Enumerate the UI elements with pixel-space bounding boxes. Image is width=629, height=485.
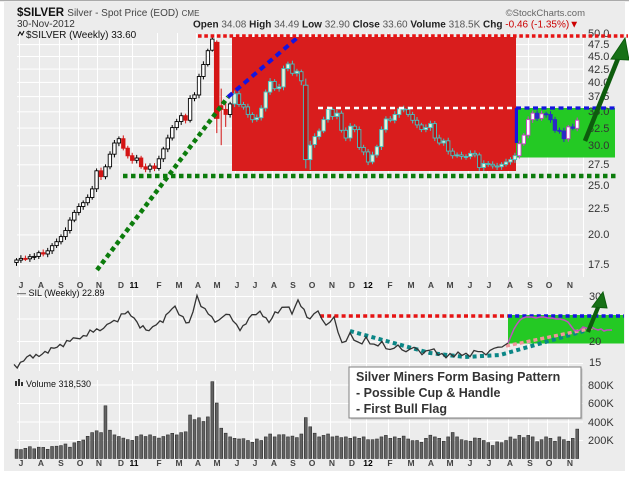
svg-text:J: J [19, 458, 24, 468]
svg-text:M: M [407, 280, 414, 290]
svg-text:M: M [175, 458, 182, 468]
svg-text:N: N [567, 280, 573, 290]
svg-text:22.5: 22.5 [588, 203, 609, 215]
svg-text:200K: 200K [588, 435, 614, 447]
svg-text:Volume 318,530: Volume 318,530 [26, 379, 91, 389]
svg-text:40.0: 40.0 [588, 77, 609, 89]
svg-text:J: J [487, 280, 492, 290]
svg-text:20: 20 [589, 336, 601, 348]
svg-text:Open 34.08 High 34.49 Low 32.9: Open 34.08 High 34.49 Low 32.90 Close 33… [193, 20, 579, 31]
svg-text:A: A [271, 280, 277, 290]
svg-text:A: A [195, 458, 201, 468]
svg-text:O: O [546, 458, 553, 468]
svg-text:A: A [507, 280, 513, 290]
svg-text:N: N [96, 280, 102, 290]
svg-text:S: S [58, 280, 64, 290]
svg-text:A: A [507, 458, 513, 468]
svg-text:$SILVER Silver - Spot Price (E: $SILVER Silver - Spot Price (EOD) CME [17, 7, 199, 19]
svg-text:- Possible Cup & Handle: - Possible Cup & Handle [356, 386, 501, 400]
svg-text:F: F [156, 280, 161, 290]
svg-text:J: J [235, 458, 240, 468]
svg-text:20.0: 20.0 [588, 229, 609, 241]
svg-text:J: J [253, 280, 258, 290]
svg-text:M: M [175, 280, 182, 290]
svg-text:S: S [527, 458, 533, 468]
svg-text:A: A [38, 280, 44, 290]
svg-text:J: J [487, 458, 492, 468]
svg-text:O: O [77, 458, 84, 468]
svg-text:N: N [567, 458, 573, 468]
svg-text:J: J [253, 458, 258, 468]
svg-text:N: N [329, 280, 335, 290]
svg-text:M: M [407, 458, 414, 468]
svg-text:F: F [156, 458, 161, 468]
svg-text:30-Nov-2012: 30-Nov-2012 [17, 19, 75, 30]
svg-text:— SIL (Weekly) 22.89: — SIL (Weekly) 22.89 [17, 288, 105, 298]
svg-text:30.0: 30.0 [588, 140, 609, 152]
svg-text:A: A [195, 280, 201, 290]
svg-text:Silver Miners Form Basing Patt: Silver Miners Form Basing Pattern [356, 370, 560, 384]
svg-text:F: F [387, 458, 392, 468]
svg-text:15: 15 [589, 357, 601, 369]
svg-text:S: S [290, 458, 296, 468]
svg-text:S: S [290, 280, 296, 290]
svg-text:12: 12 [363, 280, 373, 290]
svg-text:12: 12 [363, 458, 373, 468]
svg-text:M: M [446, 458, 453, 468]
svg-text:- First Bull Flag: - First Bull Flag [356, 402, 447, 416]
svg-text:J: J [235, 280, 240, 290]
svg-text:O: O [309, 458, 316, 468]
svg-text:17.5: 17.5 [588, 259, 609, 271]
svg-text:O: O [309, 280, 316, 290]
svg-text:M: M [446, 280, 453, 290]
svg-text:D: D [118, 458, 124, 468]
svg-text:J: J [19, 280, 24, 290]
svg-text:400K: 400K [588, 417, 614, 429]
svg-text:S: S [58, 458, 64, 468]
svg-text:S: S [527, 280, 533, 290]
svg-text:27.5: 27.5 [588, 159, 609, 171]
svg-text:M: M [213, 458, 220, 468]
svg-text:O: O [77, 280, 84, 290]
svg-text:45.0: 45.0 [588, 51, 609, 63]
svg-text:42.5: 42.5 [588, 64, 609, 76]
svg-text:A: A [38, 458, 44, 468]
svg-text:11: 11 [130, 458, 139, 468]
svg-text:A: A [428, 458, 434, 468]
svg-text:11: 11 [130, 280, 139, 290]
svg-text:600K: 600K [588, 398, 614, 410]
svg-text:N: N [329, 458, 335, 468]
svg-text:A: A [271, 458, 277, 468]
svg-text:N: N [96, 458, 102, 468]
svg-text:D: D [349, 458, 355, 468]
svg-text:F: F [387, 280, 392, 290]
svg-text:D: D [349, 280, 355, 290]
svg-text:A: A [428, 280, 434, 290]
svg-text:J: J [468, 280, 473, 290]
svg-text:47.5: 47.5 [588, 39, 609, 51]
svg-text:M: M [213, 280, 220, 290]
svg-text:D: D [118, 280, 124, 290]
svg-text:800K: 800K [588, 380, 614, 392]
svg-text:©StockCharts.com: ©StockCharts.com [506, 8, 585, 19]
svg-text:J: J [468, 458, 473, 468]
svg-text:25.0: 25.0 [588, 180, 609, 192]
svg-text:$SILVER (Weekly) 33.60: $SILVER (Weekly) 33.60 [26, 30, 137, 41]
svg-text:O: O [546, 280, 553, 290]
